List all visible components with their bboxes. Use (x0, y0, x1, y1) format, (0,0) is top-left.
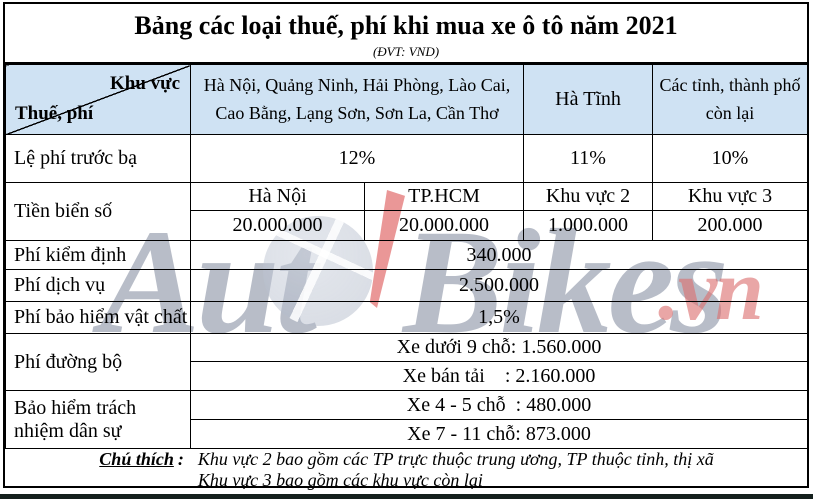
row-label: Tiền biển số (5, 182, 191, 241)
header-row: Khu vực Thuế, phí Hà Nội, Quảng Ninh, Hả… (5, 64, 809, 135)
value-cell: 1,5% (189, 301, 809, 334)
value-cell: Xe 4 - 5 chỗ : 480.000 (189, 390, 809, 420)
value-cell: 11% (523, 134, 654, 183)
row-label: Phí kiểm định (5, 240, 191, 270)
value-cell: Xe 7 - 11 chỗ: 873.000 (189, 419, 809, 449)
note-colon: : (177, 449, 184, 469)
title-block: Bảng các loại thuế, phí khi mua xe ô tô … (5, 4, 807, 64)
corner-label-region: Khu vực (110, 73, 180, 94)
note-line: Khu vực 3 bao gồm các khu vực còn lại (197, 470, 483, 490)
note-label: Chú thích (99, 449, 174, 469)
row-phi-kiem-dinh: Phí kiểm định 340.000 (5, 240, 809, 270)
value-cell: 2.500.000 (189, 269, 809, 302)
table-frame: Aut Bikes .vn Bảng các loại thuế, phí kh… (3, 2, 809, 491)
value-cell: 10% (652, 134, 809, 183)
subheader-cell: Khu vực 2 (523, 182, 654, 211)
value-cell: 1.000.000 (523, 210, 654, 241)
subheader-cell: Hà Nội (190, 182, 365, 211)
note-line: Khu vực 2 bao gồm các TP trực thuộc trun… (197, 449, 714, 469)
row-label: Phí dịch vụ (5, 269, 191, 302)
row-label: Bảo hiểm trách nhiệm dân sự (5, 390, 191, 449)
corner-label-tax: Thuế, phí (15, 103, 94, 124)
region-header-group1: Hà Nội, Quảng Ninh, Hải Phòng, Lào Cai, … (189, 64, 525, 135)
value-cell: 20.000.000 (363, 210, 525, 241)
row-phi-duong-bo-2: Xe bán tải : 2.160.000 (6, 361, 809, 391)
row-label: Phí đường bộ (5, 333, 191, 391)
value-cell: Xe dưới 9 chỗ: 1.560.000 (189, 333, 809, 362)
subheader-cell: Khu vực 3 (652, 182, 809, 211)
value-cell: 340.000 (189, 240, 809, 270)
row-le-phi-truoc-ba: Lệ phí trước bạ 12% 11% 10% (5, 134, 809, 183)
row-phi-bao-hiem-vat-chat: Phí bảo hiểm vật chất 1,5% (5, 301, 809, 334)
row-label: Phí bảo hiểm vật chất (5, 301, 191, 334)
bottom-bar (0, 494, 813, 499)
value-cell: Xe bán tải : 2.160.000 (189, 361, 809, 391)
region-header-others: Các tỉnh, thành phố còn lại (652, 64, 809, 135)
row-label: Lệ phí trước bạ (5, 134, 191, 183)
value-cell: 20.000.000 (190, 210, 365, 241)
corner-cell: Khu vực Thuế, phí (5, 64, 191, 135)
row-phi-duong-bo-1: Phí đường bộ Xe dưới 9 chỗ: 1.560.000 (5, 333, 809, 391)
row-bao-hiem-tnds-2: Xe 7 - 11 chỗ: 873.000 (6, 419, 809, 449)
page-title: Bảng các loại thuế, phí khi mua xe ô tô … (134, 11, 678, 40)
value-cell: 200.000 (652, 210, 809, 241)
row-tien-bien-so-headers: Tiền biển số Hà Nội TP.HCM Khu vực 2 Khu… (5, 182, 809, 241)
value-cell: 12% (189, 134, 525, 183)
note-cell: Chú thích : Khu vực 2 bao gồm các TP trự… (5, 448, 808, 491)
unit-note: (ĐVT: VND) (372, 44, 440, 59)
subheader-cell: TP.HCM (363, 182, 525, 211)
row-phi-dich-vu: Phí dịch vụ 2.500.000 (5, 269, 809, 302)
tax-fee-table: Khu vực Thuế, phí Hà Nội, Quảng Ninh, Hả… (5, 64, 809, 491)
note-row: Chú thích : Khu vực 2 bao gồm các TP trự… (5, 448, 808, 491)
row-bao-hiem-tnds-1: Bảo hiểm trách nhiệm dân sự Xe 4 - 5 chỗ… (5, 390, 809, 449)
region-header-hatinh: Hà Tĩnh (523, 64, 654, 135)
